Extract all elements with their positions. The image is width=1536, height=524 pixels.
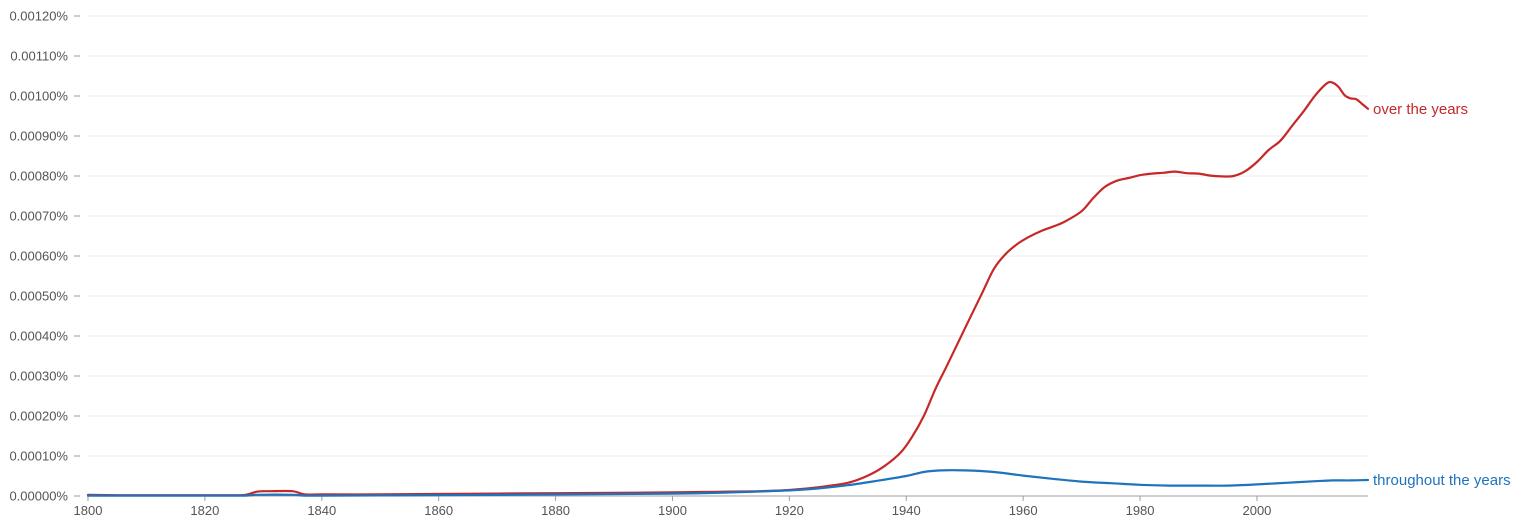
y-tick-label: 0.00080% bbox=[9, 169, 68, 184]
x-tick-label: 1860 bbox=[424, 503, 453, 518]
y-axis: 0.00000% 0.00010% 0.00020% 0.00030% 0.00040%… bbox=[9, 9, 80, 504]
x-tick-label: 1840 bbox=[307, 503, 336, 518]
y-tick-label: 0.00050% bbox=[9, 289, 68, 304]
series-label-over-the-years[interactable]: over the years bbox=[1373, 101, 1468, 118]
y-tick-label: 0.00070% bbox=[9, 209, 68, 224]
x-tick-label: 1960 bbox=[1009, 503, 1038, 518]
series-line-throughout-the-years[interactable] bbox=[86, 469, 1370, 497]
y-tick-label: 0.00030% bbox=[9, 369, 68, 384]
x-axis: 1800 1820 1840 1860 1880 1900 1920 1940 1960 1980… bbox=[74, 495, 1368, 518]
x-tick-label: 1940 bbox=[892, 503, 921, 518]
y-tick-label: 0.00060% bbox=[9, 249, 68, 264]
y-tick-label: 0.00120% bbox=[9, 9, 68, 24]
x-tick-label: 1920 bbox=[775, 503, 804, 518]
x-tick-label: 1880 bbox=[541, 503, 570, 518]
y-tick-label: 0.00100% bbox=[9, 89, 68, 104]
y-tick-label: 0.00010% bbox=[9, 449, 68, 464]
series-label-throughout-the-years[interactable]: throughout the years bbox=[1373, 472, 1511, 489]
series-layer bbox=[86, 80, 1370, 497]
x-tick-label: 1820 bbox=[190, 503, 219, 518]
x-tick-label: 1900 bbox=[658, 503, 687, 518]
y-tick-label: 0.00090% bbox=[9, 129, 68, 144]
y-tick-label: 0.00110% bbox=[10, 49, 68, 64]
x-tick-label: 2000 bbox=[1242, 503, 1271, 518]
y-tick-label: 0.00000% bbox=[9, 489, 68, 504]
series-label-layer: over the years throughout the years bbox=[1373, 101, 1511, 489]
grid-layer bbox=[88, 15, 1368, 457]
x-tick-label: 1980 bbox=[1126, 503, 1155, 518]
series-line-over-the-years[interactable] bbox=[86, 80, 1370, 497]
x-tick-label: 1800 bbox=[74, 503, 103, 518]
y-tick-label: 0.00020% bbox=[9, 409, 68, 424]
y-tick-label: 0.00040% bbox=[9, 329, 68, 344]
